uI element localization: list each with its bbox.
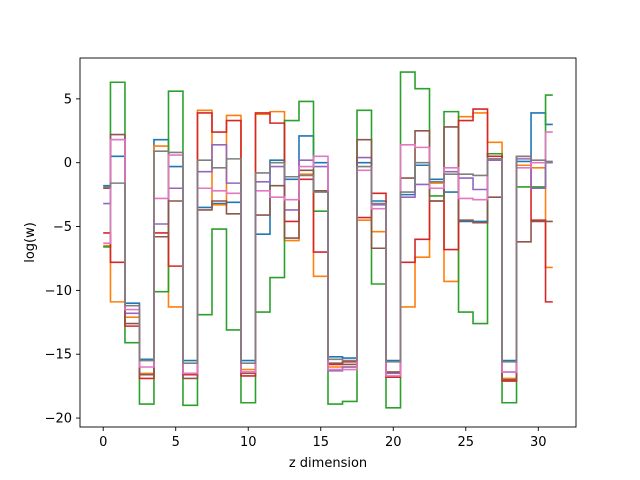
y-tick-label: 0 xyxy=(64,156,72,171)
x-tick-label: 20 xyxy=(385,435,402,450)
x-tick-label: 25 xyxy=(458,435,475,450)
x-tick-label: 5 xyxy=(172,435,180,450)
series-layer xyxy=(103,71,553,409)
y-ticks: −20 −15 −10 −5 0 5 xyxy=(45,92,80,427)
series-line-8 xyxy=(103,150,553,364)
y-tick-label: −5 xyxy=(53,220,72,235)
x-tick-label: 0 xyxy=(99,435,107,450)
plot-frame xyxy=(79,57,577,428)
x-tick-label: 15 xyxy=(312,435,329,450)
x-ticks: 0 5 10 15 20 25 30 xyxy=(99,427,547,450)
y-tick-label: −10 xyxy=(45,284,72,299)
x-tick-label: 10 xyxy=(240,435,257,450)
y-axis-label: log(w) xyxy=(23,222,38,263)
series-line-7 xyxy=(103,131,553,377)
y-tick-label: 5 xyxy=(64,92,72,107)
y-tick-label: −15 xyxy=(45,348,72,363)
x-tick-label: 30 xyxy=(530,435,547,450)
y-tick-label: −20 xyxy=(45,412,72,427)
x-axis-label: z dimension xyxy=(289,456,367,471)
